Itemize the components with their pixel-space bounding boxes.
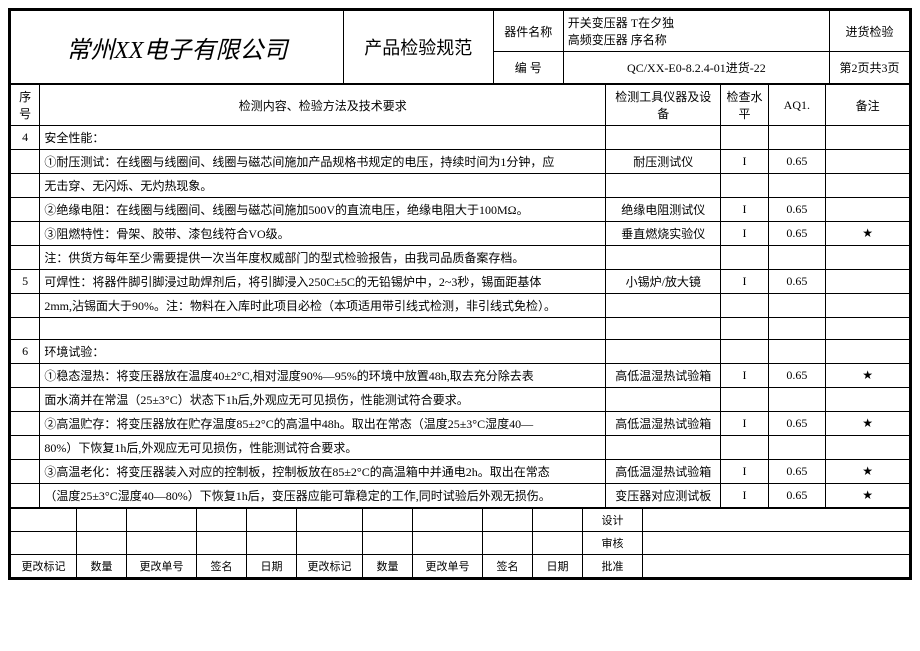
table-row: 5可焊性：将器件脚引脚浸过助焊剂后，将引脚浸入250C±5C的无铅锡炉中，2~3… [11,270,910,294]
main-table: 序号 检测内容、检验方法及技术要求 检测工具仪器及设备 检查水平 AQ1. 备注… [10,84,910,508]
design-label: 设计 [583,509,643,532]
inspection-spec-page: 常州XX电子有限公司 产品检验规范 器件名称 开关变压器 T在夕独高频变压器 序… [8,8,912,580]
page-info: 第2页共3页 [830,52,910,84]
table-row: 4安全性能： [11,126,910,150]
footer-table: 设计 审核 更改标记 数量 更改单号 签名 日期 更改标记 数量 更改单号 签名… [10,508,910,578]
date-label: 日期 [247,555,297,578]
date2-label: 日期 [533,555,583,578]
table-row: ①耐压测试：在线圈与线圈间、线圈与磁芯间施加产品规格书规定的电压，持续时间为1分… [11,150,910,174]
review-label: 审核 [583,532,643,555]
table-row: （温度25±3°C湿度40—80%）下恢复1h后，变压器应能可靠稳定的工作,同时… [11,484,910,508]
col-remark: 备注 [826,85,910,126]
table-row: ②高温贮存：将变压器放在贮存温度85±2°C的高温中48h。取出在常态（温度25… [11,412,910,436]
table-row: ③高温老化：将变压器装入对应的控制板，控制板放在85±2°C的高温箱中并通电2h… [11,460,910,484]
qty2-label: 数量 [363,555,413,578]
col-tool: 检测工具仪器及设备 [606,85,721,126]
table-row [11,318,910,340]
table-row: ③阻燃特性：骨架、胶带、漆包线符合VO级。垂直燃烧实验仪I0.65★ [11,222,910,246]
table-row: 80%）下恢复1h后,外观应无可见损伤，性能测试符合要求。 [11,436,910,460]
table-row: 2mm,沾锡面大于90%。注：物料在入库时此项目必检（本项适用带引线式检测，非引… [11,294,910,318]
table-row: ①稳态湿热：将变压器放在温度40±2°C,相对湿度90%—95%的环境中放置48… [11,364,910,388]
change-mark-label: 更改标记 [11,555,77,578]
code-label: 编 号 [493,52,563,84]
table-row: ②绝缘电阻：在线圈与线圈间、线圈与磁芯间施加500V的直流电压，绝缘电阻大于10… [11,198,910,222]
col-content: 检测内容、检验方法及技术要求 [40,85,606,126]
company-name: 常州XX电子有限公司 [11,11,344,84]
header-table: 常州XX电子有限公司 产品检验规范 器件名称 开关变压器 T在夕独高频变压器 序… [10,10,910,84]
change-mark2-label: 更改标记 [297,555,363,578]
sign2-label: 签名 [483,555,533,578]
col-aq: AQ1. [768,85,826,126]
part-name: 开关变压器 T在夕独高频变压器 序名称 [563,11,829,52]
code-value: QC/XX-E0-8.2.4-01进货-22 [563,52,829,84]
sign-label: 签名 [197,555,247,578]
table-row: 无击穿、无闪烁、无灼热现象。 [11,174,910,198]
table-row: 面水滴并在常温（25±3°C）状态下1h后,外观应无可见损伤，性能测试符合要求。 [11,388,910,412]
table-row: 注：供货方每年至少需要提供一次当年度权威部门的型式检验报告，由我司品质备案存档。 [11,246,910,270]
col-seq: 序号 [11,85,40,126]
qty-label: 数量 [77,555,127,578]
approve-label: 批准 [583,555,643,578]
col-level: 检查水平 [721,85,768,126]
change-no2-label: 更改单号 [413,555,483,578]
change-no-label: 更改单号 [127,555,197,578]
table-row: 6环境试验： [11,340,910,364]
part-name-label: 器件名称 [493,11,563,52]
inspect-type: 进货检验 [830,11,910,52]
doc-title: 产品检验规范 [343,11,493,84]
